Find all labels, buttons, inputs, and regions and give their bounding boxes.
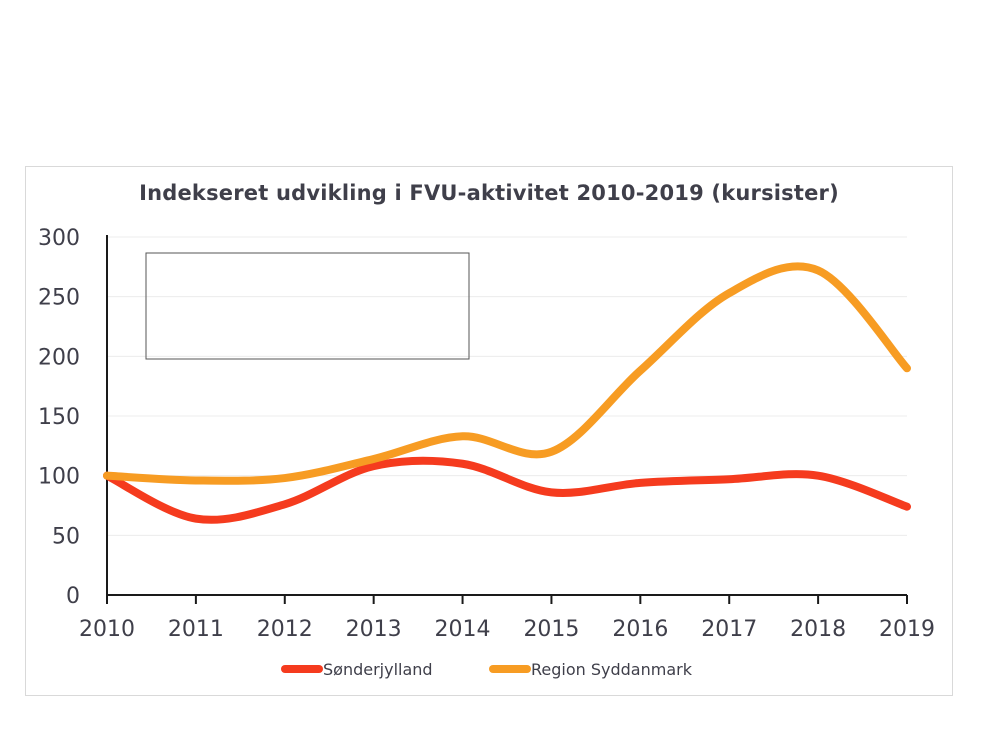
y-tick-label: 150 — [38, 405, 80, 430]
x-tick-label: 2013 — [346, 617, 402, 642]
y-tick-label: 0 — [66, 584, 80, 609]
series-line-0 — [103, 456, 911, 524]
series-line-1 — [103, 262, 911, 485]
chart-frame: Indekseret udvikling i FVU-aktivitet 201… — [25, 166, 953, 696]
axes: 0 50 100 150 200 250 300 2010 2011 2012 2013 2014 20… — [38, 226, 935, 642]
y-tick-label: 200 — [38, 345, 80, 370]
x-tick-label: 2018 — [790, 617, 846, 642]
y-tick-label: 250 — [38, 286, 80, 311]
y-tick-label: 300 — [38, 226, 80, 251]
x-tick-label: 2015 — [523, 617, 579, 642]
x-tick-label: 2019 — [879, 617, 935, 642]
x-tick-label: 2010 — [79, 617, 135, 642]
legend-label: Region Syddanmark — [531, 660, 693, 679]
annotation-box — [145, 252, 470, 360]
x-tick-label: 2011 — [168, 617, 224, 642]
x-tick-label: 2014 — [435, 617, 491, 642]
y-tick-label: 50 — [52, 524, 80, 549]
x-tick-label: 2012 — [257, 617, 313, 642]
legend-label: Sønderjylland — [323, 660, 433, 679]
x-tick-label: 2017 — [701, 617, 757, 642]
legend: Sønderjylland Region Syddanmark — [281, 660, 693, 679]
y-tick-label: 100 — [38, 465, 80, 490]
chart-title: Indekseret udvikling i FVU-aktivitet 201… — [139, 181, 839, 205]
series-lines — [103, 262, 911, 524]
x-tick-label: 2016 — [612, 617, 668, 642]
grid-lines — [107, 236, 907, 536]
